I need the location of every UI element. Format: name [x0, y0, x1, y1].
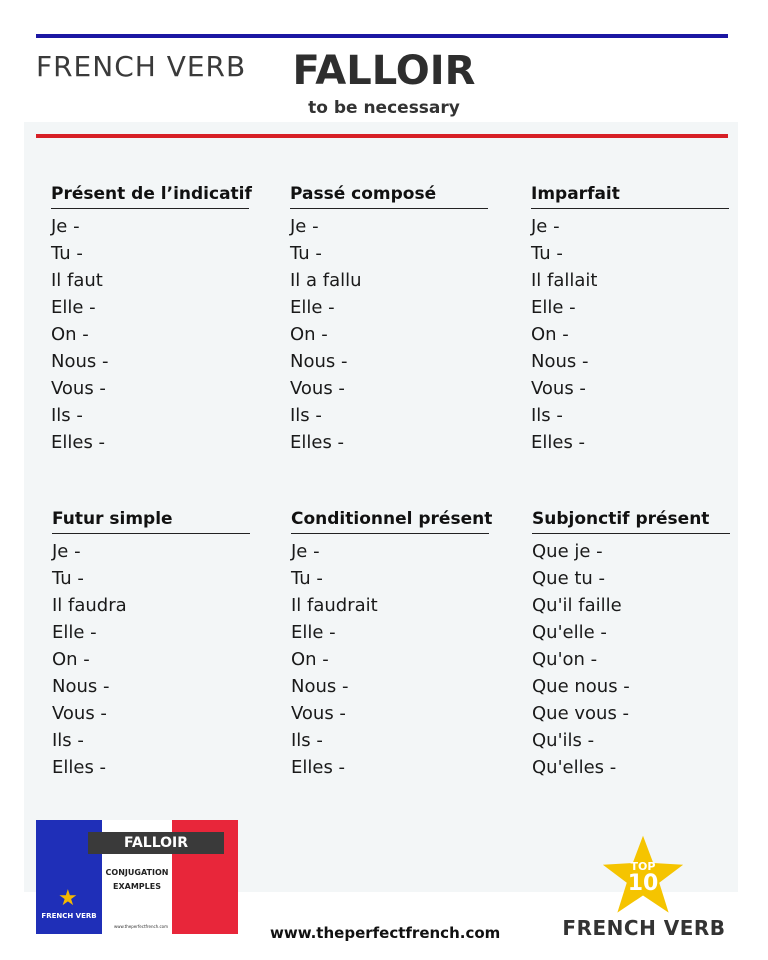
- thumbnail-label: FRENCH VERB: [41, 912, 97, 920]
- tense-title: Présent de l’indicatif: [51, 184, 252, 209]
- conjugation-row: Qu'elle -: [532, 622, 607, 643]
- french-verb-label: FRENCH VERB: [36, 50, 247, 83]
- conjugation-row: Nous -: [531, 351, 589, 372]
- conjugation-row: Vous -: [51, 378, 106, 399]
- tense-title: Imparfait: [531, 184, 729, 209]
- verb-thumbnail[interactable]: FALLOIR CONJUGATION EXAMPLES ★ FRENCH VE…: [36, 820, 238, 934]
- verb-title: FALLOIR: [292, 48, 476, 94]
- star-icon: [602, 835, 684, 913]
- conjugation-panel: [24, 122, 738, 892]
- conjugation-row: Je -: [291, 541, 320, 562]
- conjugation-row: Ils -: [531, 405, 563, 426]
- conjugation-row: Elles -: [52, 757, 107, 778]
- conjugation-row: Je -: [531, 216, 560, 237]
- tense-column-imparfait: Imparfait Je - Tu - Il fallait Elle - On…: [531, 184, 729, 456]
- conjugation-row: Ils -: [291, 730, 323, 751]
- conjugation-row: Elle -: [51, 297, 96, 318]
- conjugation-row: Il faut: [51, 270, 103, 291]
- tense-column-conditionnel: Conditionnel présent Je - Tu - Il faudra…: [291, 509, 492, 781]
- conjugation-row: Elles -: [290, 432, 345, 453]
- conjugation-row: Qu'il faille: [532, 595, 622, 616]
- conjugation-row: Tu -: [290, 243, 322, 264]
- conjugation-row: Je -: [51, 216, 80, 237]
- conjugation-row: Ils -: [51, 405, 83, 426]
- conjugation-row: Vous -: [290, 378, 345, 399]
- conjugation-row: Que nous -: [532, 676, 630, 697]
- conjugation-row: Il a fallu: [290, 270, 362, 291]
- conjugation-row: Que tu -: [532, 568, 606, 589]
- thumbnail-subtitle: CONJUGATION EXAMPLES: [102, 866, 172, 894]
- tense-column-subjonctif: Subjonctif présent Que je - Que tu - Qu'…: [532, 509, 730, 781]
- conjugation-row: Il fallait: [531, 270, 598, 291]
- conjugation-row: Nous -: [291, 676, 349, 697]
- website-link[interactable]: www.theperfectfrench.com: [270, 924, 501, 942]
- conjugation-row: On -: [531, 324, 569, 345]
- conjugation-row: Il faudrait: [291, 595, 378, 616]
- conjugation-row: Nous -: [51, 351, 109, 372]
- star-icon: ★: [58, 886, 78, 911]
- thumbnail-verb-banner: FALLOIR: [88, 832, 224, 854]
- conjugation-row: Qu'on -: [532, 649, 598, 670]
- conjugation-row: Vous -: [52, 703, 107, 724]
- conjugation-row: Vous -: [531, 378, 586, 399]
- thumbnail-subtitle-line2: EXAMPLES: [113, 882, 161, 891]
- conjugation-row: Tu -: [52, 568, 84, 589]
- conjugation-row: Tu -: [51, 243, 83, 264]
- conjugation-row: Tu -: [531, 243, 563, 264]
- conjugation-row: On -: [51, 324, 89, 345]
- tense-column-passe-compose: Passé composé Je - Tu - Il a fallu Elle …: [290, 184, 488, 456]
- conjugation-row: Nous -: [52, 676, 110, 697]
- thumbnail-url: www.theperfectfrench.com: [113, 924, 169, 929]
- conjugation-row: Ils -: [290, 405, 322, 426]
- conjugation-row: Ils -: [52, 730, 84, 751]
- tense-title: Conditionnel présent: [291, 509, 492, 534]
- top-blue-rule: [36, 34, 728, 38]
- conjugation-row: Que vous -: [532, 703, 630, 724]
- conjugation-row: Elles -: [531, 432, 586, 453]
- conjugation-row: Qu'ils -: [532, 730, 595, 751]
- conjugation-row: Vous -: [291, 703, 346, 724]
- badge-top-label: TOP: [630, 860, 656, 873]
- conjugation-row: Qu'elles -: [532, 757, 617, 778]
- tense-column-futur: Futur simple Je - Tu - Il faudra Elle - …: [52, 509, 250, 781]
- tense-title: Subjonctif présent: [532, 509, 730, 534]
- conjugation-row: On -: [52, 649, 90, 670]
- conjugation-row: Elle -: [52, 622, 97, 643]
- verb-translation: to be necessary: [308, 98, 460, 118]
- badge-number: 10: [627, 871, 659, 896]
- conjugation-row: Nous -: [290, 351, 348, 372]
- thumbnail-subtitle-line1: CONJUGATION: [105, 868, 169, 877]
- conjugation-row: Elles -: [51, 432, 106, 453]
- conjugation-row: Il faudra: [52, 595, 127, 616]
- conjugation-row: Que je -: [532, 541, 603, 562]
- conjugation-row: On -: [291, 649, 329, 670]
- conjugation-row: Tu -: [291, 568, 323, 589]
- conjugation-row: Je -: [52, 541, 81, 562]
- conjugation-row: Je -: [290, 216, 319, 237]
- conjugation-row: Elle -: [531, 297, 576, 318]
- tense-title: Passé composé: [290, 184, 488, 209]
- conjugation-row: Elle -: [291, 622, 336, 643]
- conjugation-row: On -: [290, 324, 328, 345]
- tense-column-present: Présent de l’indicatif Je - Tu - Il faut…: [51, 184, 252, 456]
- tense-title: Futur simple: [52, 509, 250, 534]
- conjugation-row: Elles -: [291, 757, 346, 778]
- conjugation-row: Elle -: [290, 297, 335, 318]
- footer-french-verb-label: FRENCH VERB: [562, 916, 726, 940]
- red-rule: [36, 134, 728, 138]
